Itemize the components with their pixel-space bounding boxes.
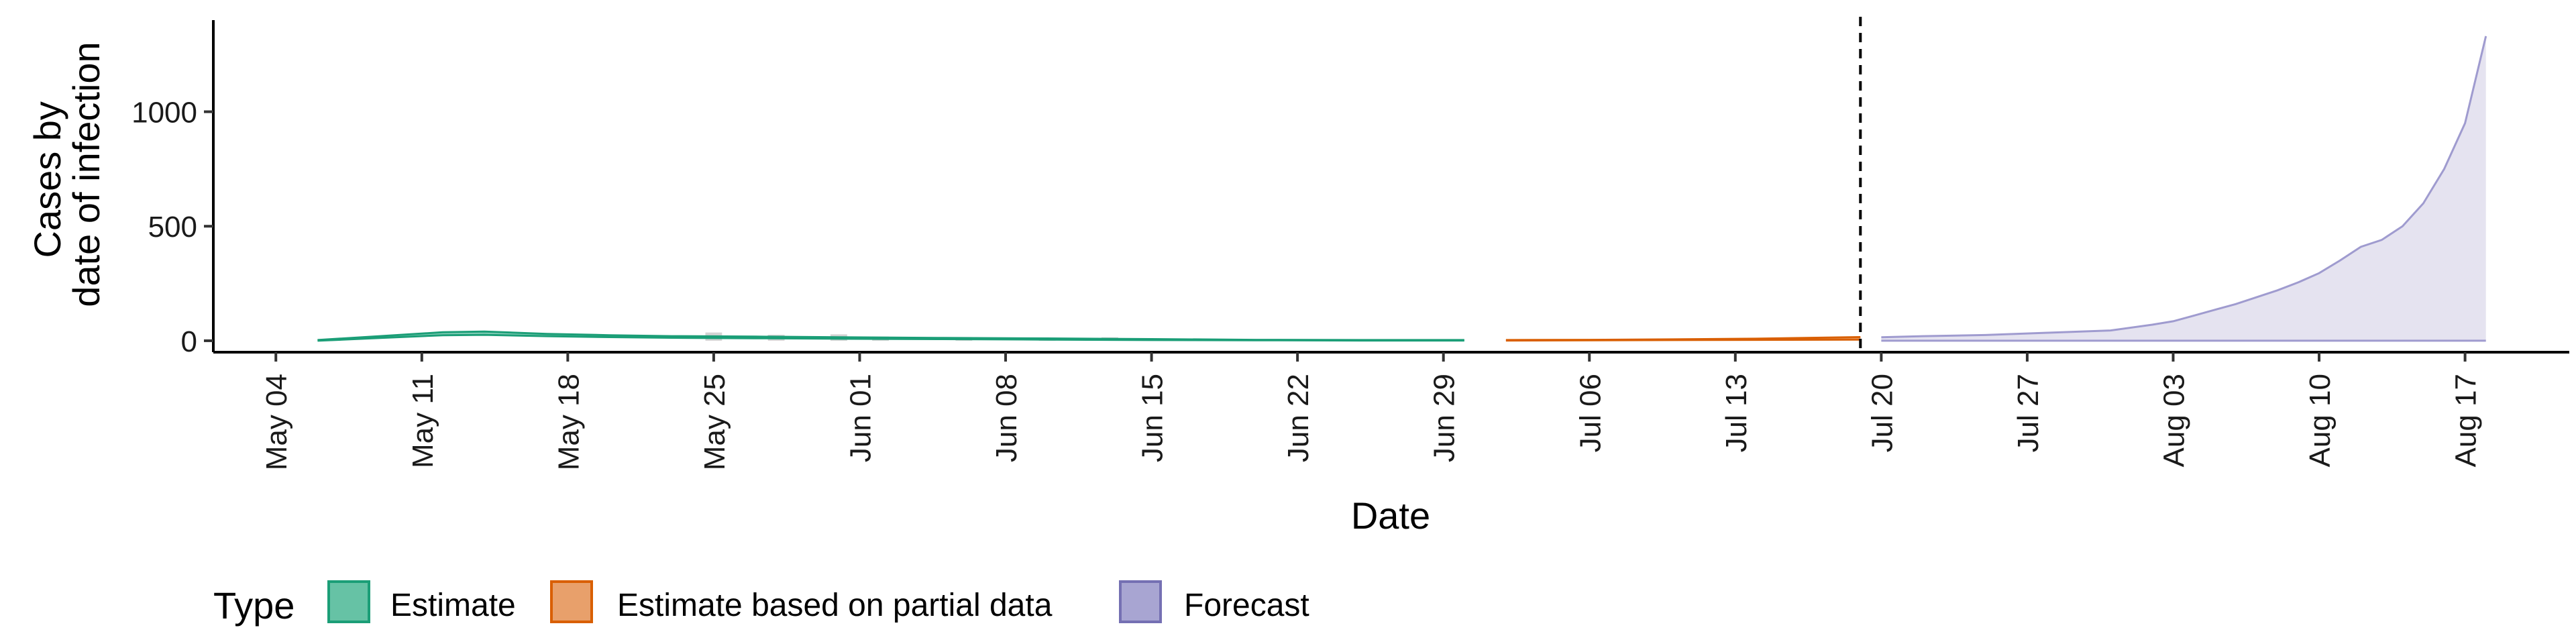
x-axis-title: Date bbox=[1351, 494, 1430, 537]
x-tick-label-8: Jun 29 bbox=[1428, 374, 1461, 462]
y-tick-label-500: 500 bbox=[148, 211, 197, 244]
y-axis-title: Cases by date of infection bbox=[26, 42, 107, 307]
legend-swatch-estimate bbox=[327, 580, 370, 623]
y-tick-label-0: 0 bbox=[181, 325, 197, 358]
legend-swatch-forecast bbox=[1119, 580, 1162, 623]
x-tick-label-12: Jul 27 bbox=[2012, 374, 2045, 452]
y-axis-title-line-1: Cases by bbox=[26, 101, 68, 258]
x-tick-label-4: Jun 01 bbox=[845, 374, 877, 462]
x-tick-label-11: Jul 20 bbox=[1866, 374, 1898, 452]
series-lower-estimate bbox=[317, 333, 1464, 342]
x-tick-label-6: Jun 15 bbox=[1136, 374, 1169, 462]
y-tick-label-1000: 1000 bbox=[131, 97, 197, 129]
x-tick-label-14: Aug 10 bbox=[2304, 374, 2337, 467]
legend: Type Estimate Estimate based on partial … bbox=[213, 580, 1309, 627]
x-tick-label-15: Aug 17 bbox=[2450, 374, 2483, 467]
x-tick-label-13: Aug 03 bbox=[2158, 374, 2191, 467]
series-lower-estimate-based-on-partial-data bbox=[1505, 338, 1861, 342]
x-axis-ticks: May 04 May 11 May 18 May 25 Jun 01 Jun 08 Jun … bbox=[260, 352, 2483, 470]
legend-label-estimate: Estimate bbox=[390, 588, 516, 623]
series-band-forecast bbox=[1881, 36, 2486, 341]
plot-area bbox=[317, 17, 2487, 352]
legend-label-forecast: Forecast bbox=[1184, 588, 1309, 623]
legend-title: Type bbox=[213, 584, 294, 627]
x-tick-label-9: Jul 06 bbox=[1574, 374, 1607, 452]
y-axis-ticks: 0 500 1000 bbox=[131, 97, 213, 358]
x-tick-label-0: May 04 bbox=[260, 374, 293, 470]
legend-swatch-partial bbox=[550, 580, 593, 623]
x-tick-label-1: May 11 bbox=[407, 374, 439, 468]
y-axis-title-line-2: date of infection bbox=[65, 42, 107, 307]
x-tick-label-5: Jun 08 bbox=[990, 374, 1023, 462]
x-tick-label-3: May 25 bbox=[698, 374, 731, 470]
series-upper-forecast bbox=[1881, 36, 2487, 339]
legend-label-partial: Estimate based on partial data bbox=[617, 588, 1053, 623]
x-tick-label-10: Jul 13 bbox=[1720, 374, 1753, 452]
x-tick-label-7: Jun 22 bbox=[1282, 374, 1315, 462]
x-tick-label-2: May 18 bbox=[552, 374, 585, 470]
series-layer bbox=[317, 36, 2487, 342]
